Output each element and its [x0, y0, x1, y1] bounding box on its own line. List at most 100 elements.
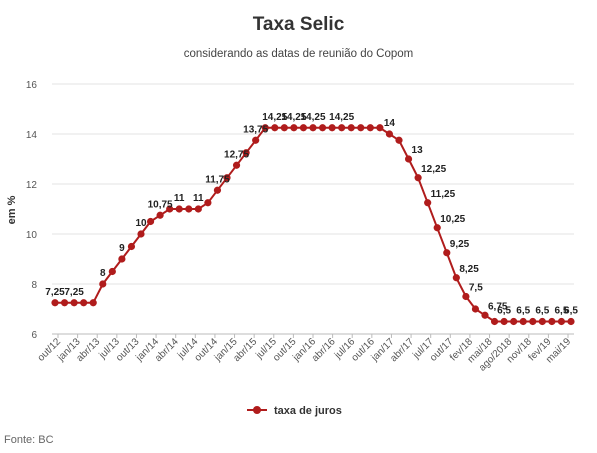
- data-point[interactable]: [366, 124, 374, 132]
- data-point[interactable]: [567, 317, 575, 326]
- data-point[interactable]: [137, 230, 145, 238]
- data-label: 6,5: [535, 306, 549, 317]
- data-point[interactable]: [548, 317, 556, 326]
- data-label: 13,75: [243, 124, 268, 135]
- data-point[interactable]: [414, 174, 422, 182]
- data-label: 6,5: [564, 306, 578, 317]
- data-point[interactable]: [118, 255, 126, 263]
- data-point[interactable]: [328, 124, 336, 132]
- data-point[interactable]: [519, 317, 527, 326]
- data-point[interactable]: [175, 205, 183, 213]
- data-point[interactable]: [299, 124, 308, 132]
- data-label: 9: [119, 243, 125, 254]
- data-point[interactable]: [309, 124, 317, 132]
- data-label: 11,25: [431, 189, 456, 200]
- series-line: [55, 126, 571, 323]
- data-point[interactable]: [166, 205, 174, 213]
- data-label: 7,25: [45, 287, 65, 298]
- data-point[interactable]: [156, 211, 164, 219]
- source-note: Fonte: BC: [4, 434, 54, 446]
- data-point[interactable]: [261, 124, 269, 132]
- chart-title: Taxa Selic: [252, 14, 345, 35]
- data-label: 7,5: [469, 283, 483, 294]
- data-point[interactable]: [510, 317, 518, 326]
- data-label: 10,25: [440, 214, 465, 225]
- y-tick-label: 12: [26, 180, 38, 191]
- data-point[interactable]: [481, 311, 489, 319]
- legend[interactable]: taxa de juros: [247, 405, 342, 417]
- data-label: 11,75: [205, 174, 230, 185]
- data-point[interactable]: [490, 317, 499, 326]
- data-point[interactable]: [280, 124, 288, 132]
- data-point[interactable]: [557, 317, 566, 326]
- x-axis: out/12jan/13abr/13jul/13out/13jan/14abr/…: [36, 334, 573, 374]
- data-point[interactable]: [462, 292, 470, 301]
- y-tick-label: 6: [31, 330, 37, 341]
- data-label: 14,25: [329, 112, 354, 123]
- data-point[interactable]: [395, 136, 403, 144]
- data-point[interactable]: [80, 299, 88, 307]
- data-point[interactable]: [99, 280, 107, 288]
- data-point[interactable]: [357, 124, 365, 132]
- data-point[interactable]: [108, 267, 116, 276]
- data-point[interactable]: [194, 205, 202, 213]
- y-axis-label: em %: [6, 195, 18, 224]
- data-point[interactable]: [89, 299, 97, 307]
- data-label: 7,25: [64, 287, 84, 298]
- data-point[interactable]: [318, 124, 327, 132]
- y-axis: 6 8 10 12 14 16: [26, 80, 38, 341]
- legend-marker: [253, 406, 261, 414]
- data-point[interactable]: [213, 186, 222, 194]
- data-point[interactable]: [347, 124, 355, 132]
- data-point[interactable]: [290, 124, 298, 132]
- data-point[interactable]: [500, 317, 508, 326]
- data-label: 9,25: [450, 239, 470, 250]
- data-point[interactable]: [376, 124, 384, 132]
- data-label: 12,75: [224, 149, 249, 160]
- data-label: 6,5: [516, 306, 530, 317]
- data-label: 10,75: [148, 199, 173, 210]
- data-point[interactable]: [538, 317, 546, 326]
- data-point[interactable]: [185, 205, 193, 213]
- y-tick-label: 8: [31, 280, 37, 291]
- data-point[interactable]: [471, 305, 480, 313]
- data-point[interactable]: [424, 199, 432, 207]
- data-point[interactable]: [433, 224, 441, 232]
- data-label: 11: [174, 193, 185, 204]
- data-label: 8,25: [459, 264, 479, 275]
- data-point[interactable]: [529, 317, 537, 326]
- y-tick-label: 10: [26, 230, 38, 241]
- data-label: 6,5: [554, 306, 568, 317]
- data-point[interactable]: [385, 130, 394, 138]
- data-point[interactable]: [443, 249, 451, 257]
- data-label: 14,25: [262, 112, 287, 123]
- data-label: 6,5: [497, 306, 511, 317]
- data-point[interactable]: [223, 174, 231, 182]
- data-label: 11: [193, 193, 204, 204]
- y-tick-label: 16: [26, 80, 38, 91]
- data-point[interactable]: [204, 199, 212, 207]
- data-point[interactable]: [252, 136, 260, 144]
- data-point[interactable]: [51, 299, 59, 307]
- data-point[interactable]: [452, 274, 460, 282]
- data-point[interactable]: [70, 299, 78, 307]
- data-point[interactable]: [127, 242, 136, 251]
- data-point[interactable]: [242, 149, 250, 157]
- chart-subtitle: considerando as datas de reunião do Copo…: [183, 48, 414, 60]
- data-label: 13: [412, 145, 424, 156]
- data-label: 14,25: [300, 112, 325, 123]
- data-point[interactable]: [232, 161, 241, 169]
- data-label: 14,25: [281, 112, 306, 123]
- data-label: 10: [135, 218, 147, 229]
- legend-label: taxa de juros: [274, 405, 342, 417]
- data-point[interactable]: [146, 217, 155, 226]
- data-point[interactable]: [271, 124, 279, 132]
- data-point[interactable]: [404, 155, 413, 163]
- data-point[interactable]: [60, 299, 69, 307]
- data-label: 6,75: [488, 301, 508, 312]
- data-label: 12,25: [421, 164, 446, 175]
- data-label: 8: [100, 268, 106, 279]
- data-point[interactable]: [338, 124, 346, 132]
